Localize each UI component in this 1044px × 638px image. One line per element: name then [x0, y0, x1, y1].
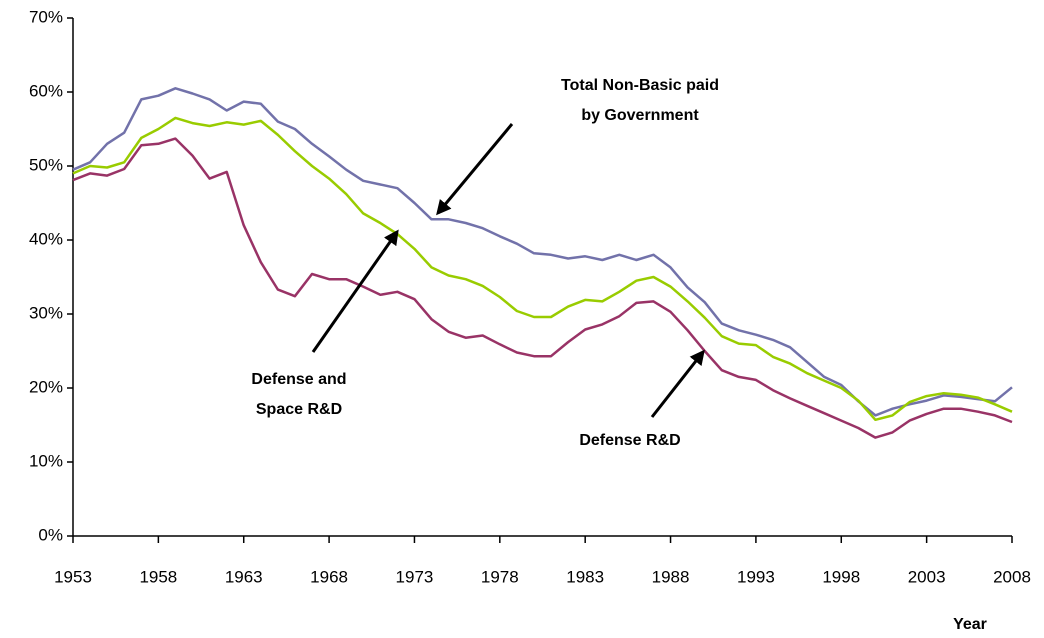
annotation: by Government	[581, 107, 699, 124]
y-tick-label: 70%	[29, 7, 63, 26]
y-tick-label: 0%	[38, 525, 63, 544]
x-tick-label: 1968	[310, 567, 348, 586]
x-tick-label: 1963	[225, 567, 263, 586]
series-line	[72, 116, 1013, 422]
y-tick-label: 40%	[29, 229, 63, 248]
y-tick-label: 60%	[29, 81, 63, 100]
annotation-arrow	[650, 349, 705, 418]
x-tick-label: 1983	[566, 567, 604, 586]
annotation-arrow	[311, 229, 399, 353]
annotation: Space R&D	[256, 401, 342, 418]
series-line	[72, 87, 1013, 417]
annotation: Defense R&D	[579, 432, 680, 449]
annotation: Defense and	[251, 371, 346, 388]
x-tick-label: 1953	[54, 567, 92, 586]
x-tick-label: 2003	[908, 567, 946, 586]
x-tick-label: 1993	[737, 567, 775, 586]
y-tick-label: 50%	[29, 155, 63, 174]
series-line	[72, 137, 1013, 439]
annotation-arrow	[436, 123, 514, 216]
x-tick-label: 1998	[822, 567, 860, 586]
x-tick-label: 2008	[993, 567, 1031, 586]
x-tick-label: 1978	[481, 567, 519, 586]
annotation: Total Non-Basic paid	[561, 77, 719, 94]
x-tick-label: 1973	[396, 567, 434, 586]
x-tick-label: 1958	[139, 567, 177, 586]
y-tick-label: 10%	[29, 451, 63, 470]
x-axis-label: Year	[953, 616, 987, 633]
y-tick-label: 30%	[29, 303, 63, 322]
x-tick-label: 1988	[652, 567, 690, 586]
y-tick-label: 20%	[29, 377, 63, 396]
